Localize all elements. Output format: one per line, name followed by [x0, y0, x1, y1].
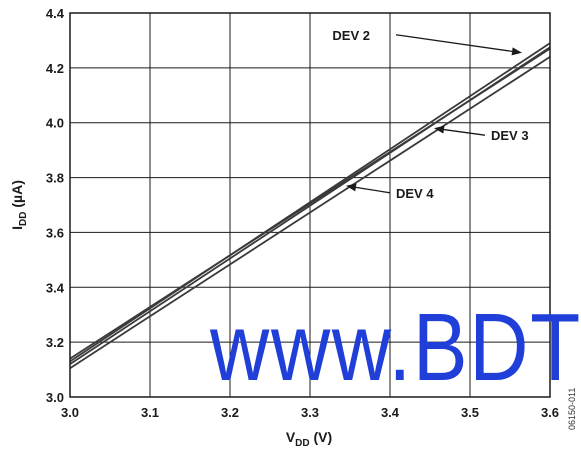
- y-tick-label-4: 3.8: [46, 171, 64, 186]
- plot-frame: [69, 12, 551, 398]
- y-tick-label-3: 3.6: [46, 225, 64, 240]
- annotation-arrow-head-2: [434, 125, 445, 134]
- annotation-arrow-line-3: [355, 186, 391, 194]
- x-axis-label: VDD (V): [286, 429, 332, 449]
- annotation-arrow-line-1: [395, 34, 513, 53]
- y-tick-label-5: 4.0: [46, 116, 64, 131]
- x-tick-label-2: 3.2: [221, 405, 239, 420]
- y-axis-label-main: I: [9, 226, 25, 230]
- x-tick-label-1: 3.1: [141, 405, 159, 420]
- y-tick-label-0: 3.0: [46, 390, 64, 405]
- x-axis-label-unit: (V): [310, 429, 333, 445]
- y-axis-label-unit: (µA): [9, 180, 25, 211]
- annotation-label-2: DEV 3: [491, 128, 529, 143]
- watermark-text: www.BDT: [209, 294, 581, 401]
- annotation-label-3: DEV 4: [396, 186, 434, 201]
- y-axis-label-sub: DD: [18, 212, 29, 226]
- annotation-arrow-head-1: [511, 47, 522, 56]
- y-tick-label-1: 3.2: [46, 335, 64, 350]
- series-line-3: [69, 56, 551, 369]
- y-tick-label-2: 3.4: [46, 280, 65, 295]
- annotations: DEV 2 DEV 3 DEV 4: [332, 28, 528, 201]
- x-axis-label-main: V: [286, 429, 296, 445]
- y-tick-label-6: 4.2: [46, 61, 64, 76]
- series-line-1: [69, 42, 551, 363]
- y-tick-labels: 3.0 3.2 3.4 3.6 3.8 4.0 4.2 4.4: [46, 6, 65, 405]
- figure-id: 06150-011: [567, 388, 577, 430]
- x-tick-label-5: 3.5: [461, 405, 479, 420]
- x-tick-label-4: 3.4: [381, 405, 400, 420]
- series-line-4: [69, 47, 551, 360]
- y-axis-label: IDD (µA): [9, 180, 29, 230]
- grid: [69, 12, 551, 398]
- annotation-label-1: DEV 2: [332, 28, 370, 43]
- annotation-arrow-head-3: [346, 183, 357, 192]
- x-tick-label-6: 3.6: [541, 405, 559, 420]
- x-tick-labels: 3.0 3.1 3.2 3.3 3.4 3.5 3.6: [61, 405, 559, 420]
- x-tick-label-3: 3.3: [301, 405, 319, 420]
- x-axis-label-sub: DD: [295, 438, 309, 449]
- series-lines: [69, 42, 551, 369]
- x-tick-label-0: 3.0: [61, 405, 79, 420]
- y-tick-label-7: 4.4: [46, 6, 65, 21]
- annotation-arrow-line-2: [443, 128, 486, 136]
